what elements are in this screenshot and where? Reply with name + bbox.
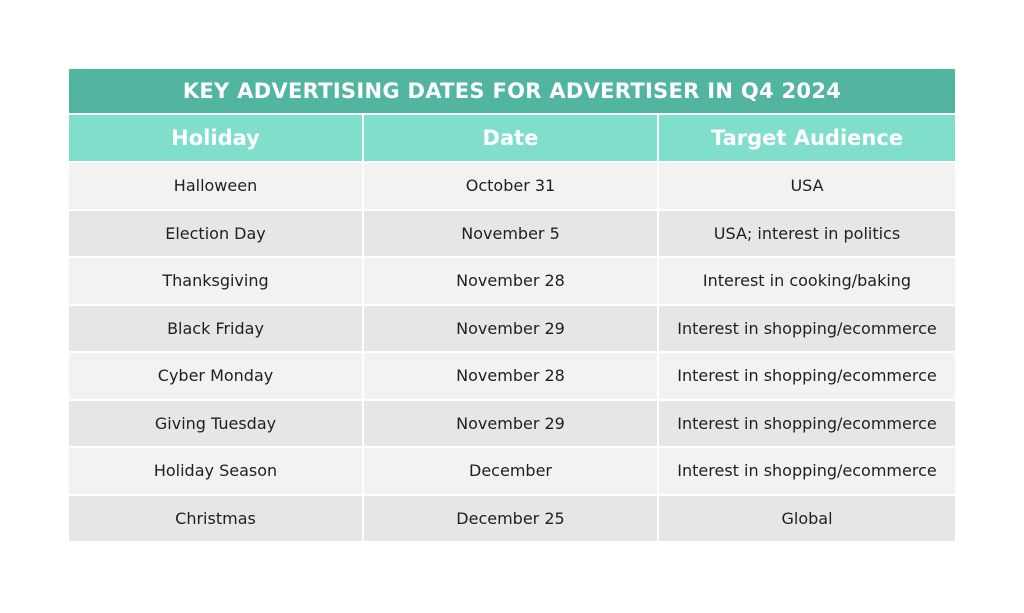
table-cell-holiday: Halloween — [69, 163, 364, 211]
advertising-dates-table: KEY ADVERTISING DATES FOR ADVERTISER IN … — [69, 69, 955, 543]
table-cell-date: October 31 — [364, 163, 659, 211]
table-cell-audience: Global — [659, 495, 955, 543]
column-header-target-audience: Target Audience — [659, 115, 955, 163]
table-cell-audience: Interest in cooking/baking — [659, 258, 955, 306]
table-cell-audience: Interest in shopping/ecommerce — [659, 305, 955, 353]
table-cell-audience: USA — [659, 163, 955, 211]
column-header-holiday: Holiday — [69, 115, 364, 163]
table-cell-audience: USA; interest in politics — [659, 210, 955, 258]
table-grid: Holiday Date Target Audience Halloween O… — [69, 115, 955, 543]
table-cell-audience: Interest in shopping/ecommerce — [659, 448, 955, 496]
table-cell-date: November 28 — [364, 353, 659, 401]
column-header-date: Date — [364, 115, 659, 163]
table-cell-holiday: Christmas — [69, 495, 364, 543]
table-cell-holiday: Cyber Monday — [69, 353, 364, 401]
table-cell-date: November 29 — [364, 305, 659, 353]
table-cell-holiday: Giving Tuesday — [69, 400, 364, 448]
table-cell-holiday: Thanksgiving — [69, 258, 364, 306]
table-cell-date: December — [364, 448, 659, 496]
table-cell-date: November 29 — [364, 400, 659, 448]
table-cell-date: November 5 — [364, 210, 659, 258]
table-cell-holiday: Black Friday — [69, 305, 364, 353]
table-cell-holiday: Holiday Season — [69, 448, 364, 496]
table-cell-date: December 25 — [364, 495, 659, 543]
table-cell-date: November 28 — [364, 258, 659, 306]
table-title: KEY ADVERTISING DATES FOR ADVERTISER IN … — [69, 69, 955, 115]
table-cell-audience: Interest in shopping/ecommerce — [659, 400, 955, 448]
table-cell-audience: Interest in shopping/ecommerce — [659, 353, 955, 401]
table-cell-holiday: Election Day — [69, 210, 364, 258]
